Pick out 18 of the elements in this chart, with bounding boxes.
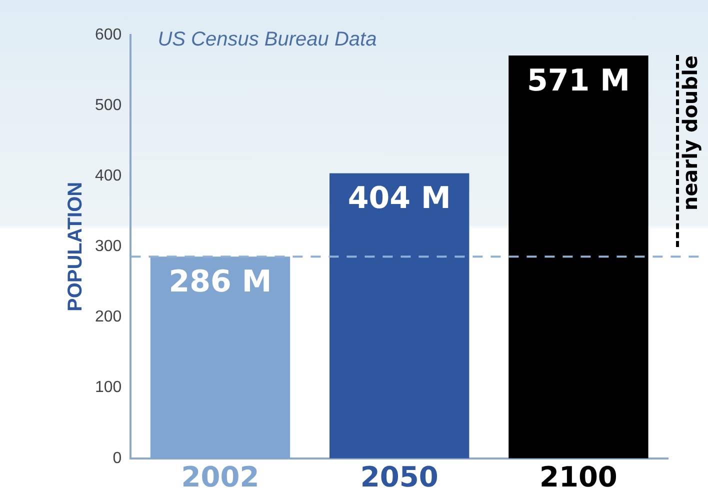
data-label: 286 M: [168, 264, 272, 300]
bar: [508, 55, 648, 458]
y-tick-label: 100: [94, 379, 122, 396]
y-tick-label: 0: [112, 450, 122, 467]
x-tick-label: 2050: [360, 460, 438, 494]
y-tick-label: 500: [94, 96, 122, 114]
y-tick-label: 300: [94, 238, 122, 256]
annotation: nearly double: [678, 55, 702, 211]
data-label: 571 M: [526, 63, 630, 98]
y-tick-label: 200: [94, 308, 122, 326]
y-tick-label: 400: [94, 168, 122, 185]
x-tick-label: 2100: [539, 460, 618, 494]
x-tick-label: 2002: [181, 460, 260, 494]
data-label: 404 M: [348, 181, 451, 216]
bar: [330, 173, 470, 458]
y-axis-title: POPULATION: [64, 182, 87, 312]
chart-title: US Census Bureau Data: [158, 28, 377, 51]
y-tick-label: 600: [94, 26, 122, 44]
